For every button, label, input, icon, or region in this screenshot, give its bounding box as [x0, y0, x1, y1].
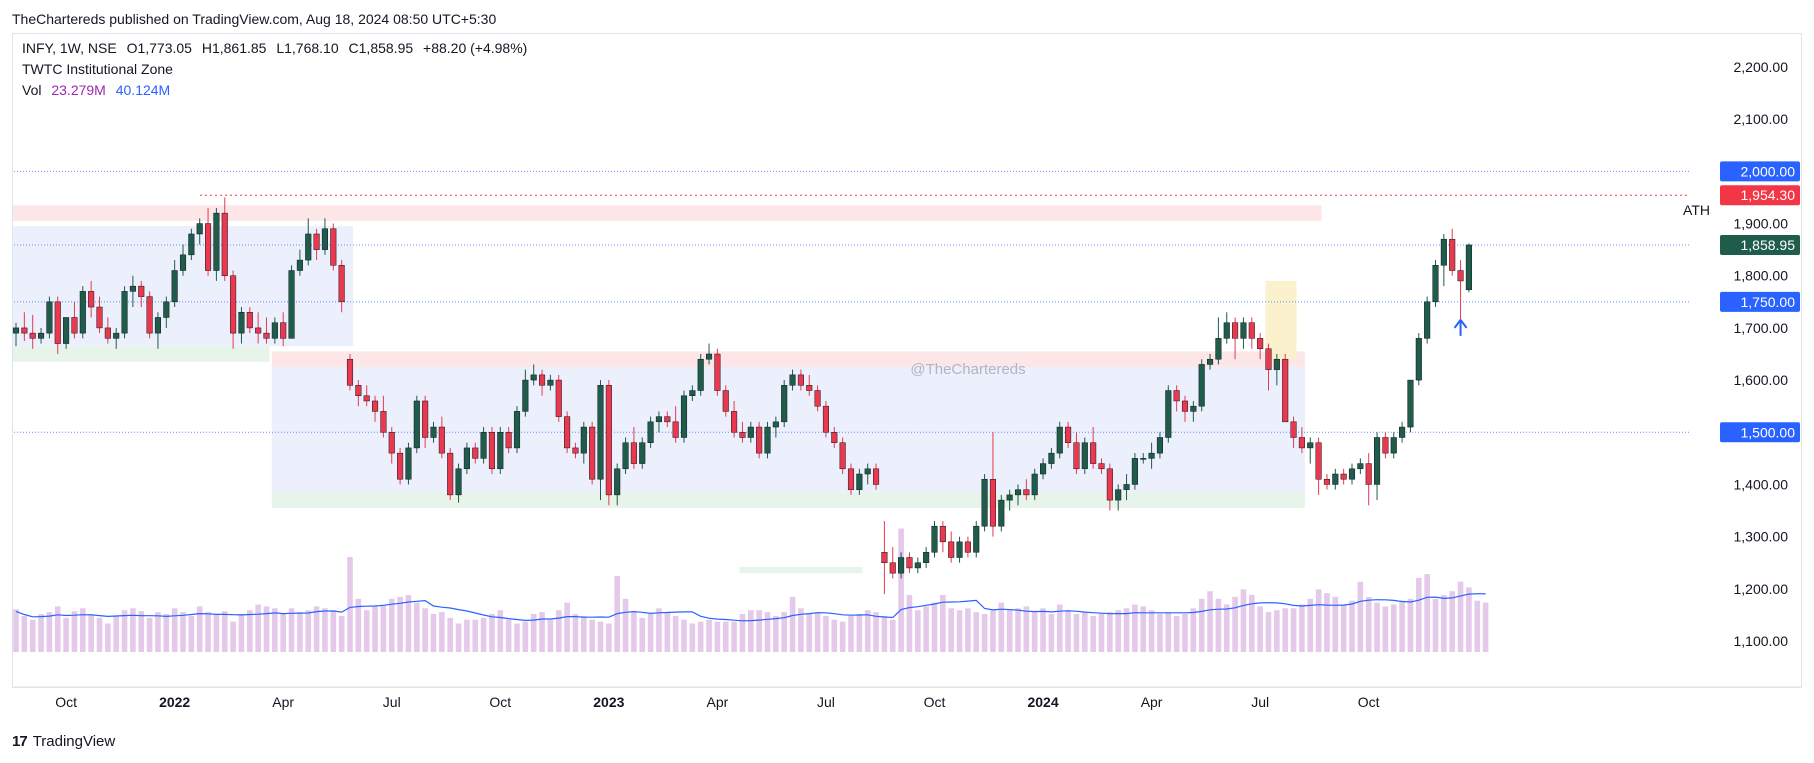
ohlc-legend: INFY, 1W, NSE O1,773.05 H1,861.85 L1,768… [22, 40, 533, 56]
chart-frame[interactable] [12, 33, 1802, 688]
indicator-legend[interactable]: TWTC Institutional Zone [22, 61, 179, 77]
open-value: O1,773.05 [126, 40, 192, 56]
symbol-label[interactable]: INFY, 1W, NSE [22, 40, 117, 56]
time-tick-label: Jul [383, 694, 401, 710]
time-tick-label: 2024 [1027, 694, 1058, 710]
volume-legend[interactable]: Vol 23.279M 40.124M [22, 82, 176, 98]
time-tick-label: Oct [55, 694, 77, 710]
footer-brand[interactable]: 17 TradingView [12, 733, 115, 750]
time-tick-label: Apr [707, 694, 729, 710]
time-tick-label: Apr [1141, 694, 1163, 710]
change-value: +88.20 (+4.98%) [423, 40, 528, 56]
published-line: TheChartereds published on TradingView.c… [12, 11, 497, 27]
close-value: C1,858.95 [348, 40, 414, 56]
time-tick-label: Jul [817, 694, 835, 710]
vol-label: Vol [22, 82, 42, 98]
time-axis: Oct 2022 Apr Jul Oct 2023 Apr Jul Oct 2024 Apr Jul O… [14, 686, 1800, 710]
time-tick-label: Jul [1251, 694, 1269, 710]
vol-value: 23.279M [51, 82, 106, 98]
footer-brand-label: TradingView [32, 733, 116, 750]
time-tick-label: Oct [1358, 694, 1380, 710]
time-tick-label: Apr [272, 694, 294, 710]
vol-ma-value: 40.124M [115, 82, 171, 98]
high-value: H1,861.85 [201, 40, 267, 56]
time-tick-label: Oct [489, 694, 511, 710]
tradingview-logo-icon: 17 [12, 733, 28, 750]
low-value: L1,768.10 [276, 40, 339, 56]
indicator-label: TWTC Institutional Zone [22, 61, 173, 77]
time-tick-label: 2023 [593, 694, 624, 710]
time-tick-label: 2022 [159, 694, 190, 710]
time-tick-label: Oct [924, 694, 946, 710]
